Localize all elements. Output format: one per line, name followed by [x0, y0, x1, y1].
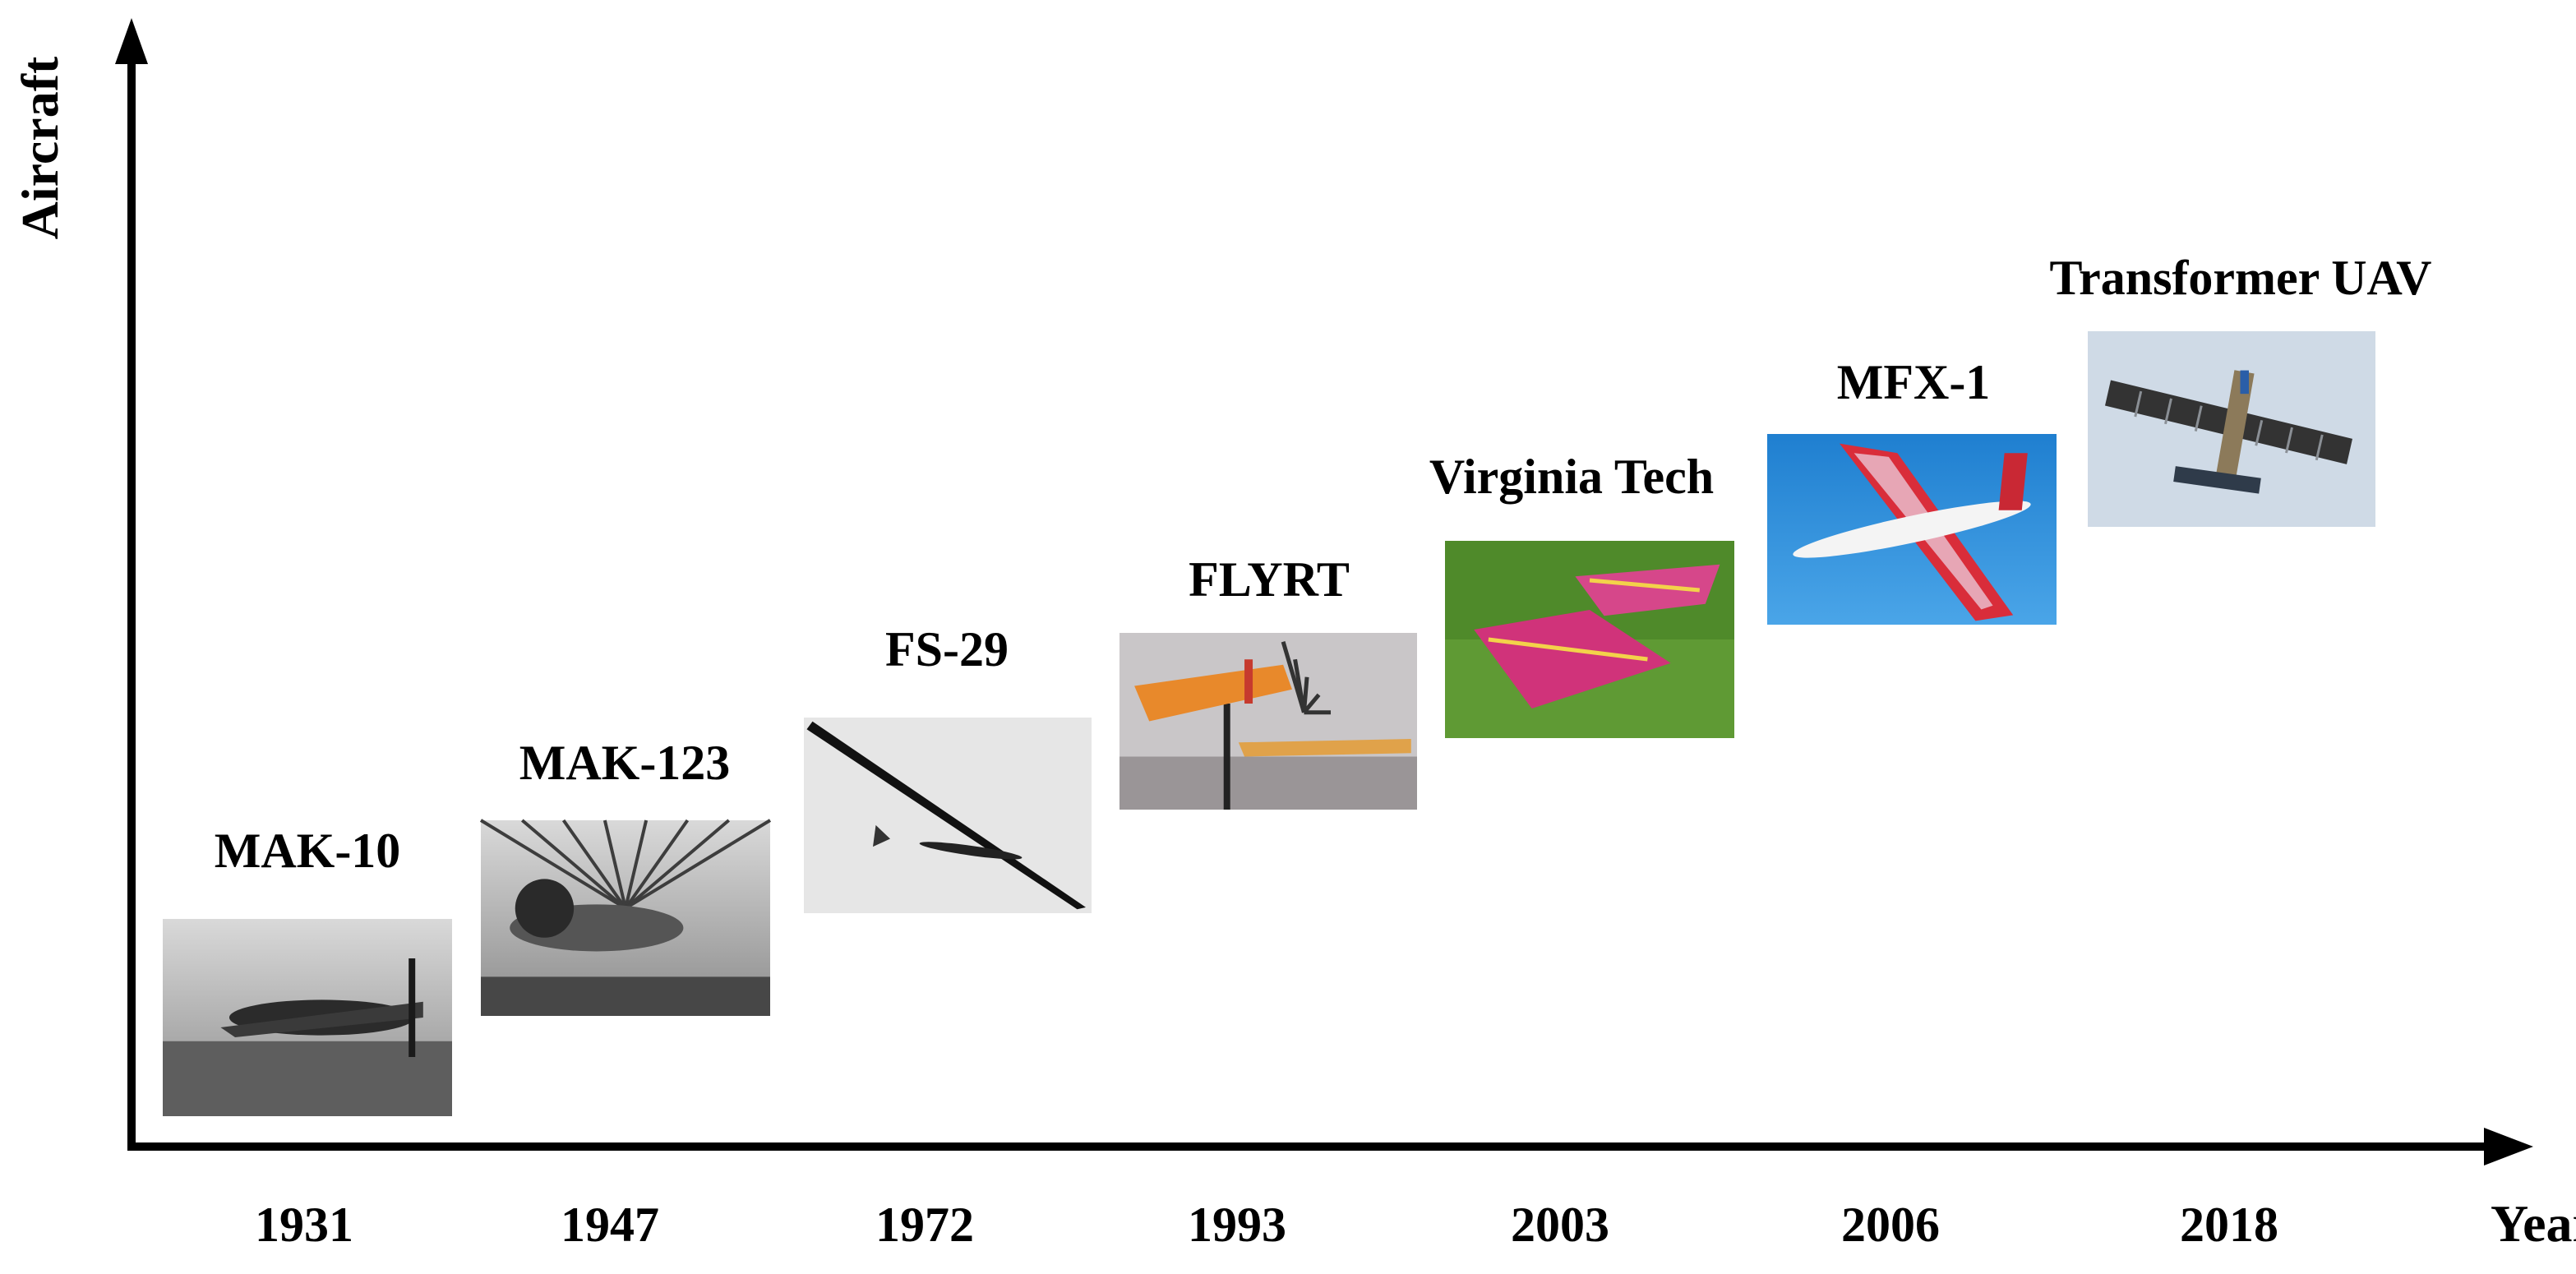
year-label-2006: 2006: [1841, 1198, 1940, 1252]
y-axis-arrowhead: [115, 18, 148, 64]
aircraft-name-label: MFX-1: [1837, 355, 1991, 409]
axes: Aircraft Year: [11, 18, 2576, 1253]
year-label-2003: 2003: [1511, 1198, 1609, 1252]
x-axis-arrowhead: [2484, 1128, 2533, 1166]
pink-delta-models-on-grass-photo-icon: [1445, 541, 1734, 738]
segmented-wing-uav-sky-photo-icon: [2088, 331, 2375, 527]
year-label-1931: 1931: [255, 1198, 353, 1252]
year-label-1947: 1947: [561, 1198, 659, 1252]
vintage-monoplane-bw-photo-icon: [163, 919, 452, 1116]
aircraft-name-label: FS-29: [885, 622, 1009, 676]
year-label-1993: 1993: [1188, 1198, 1286, 1252]
year-label-1972: 1972: [875, 1198, 974, 1252]
y-axis-label: Aircraft: [11, 56, 69, 239]
year-label-2018: 2018: [2180, 1198, 2278, 1252]
x-axis-label: Year: [2491, 1194, 2576, 1253]
orange-model-on-stand-photo-icon: [1119, 633, 1417, 810]
aircraft-photos: [163, 331, 2375, 1116]
aircraft-name-label: FLYRT: [1189, 552, 1350, 607]
hangar-aircraft-bw-photo-icon: [479, 819, 772, 1016]
aircraft-name-label: MAK-10: [215, 824, 401, 878]
aircraft-names: MAK-10 MAK-123 FS-29 FLYRT Virginia Tech MFX-…: [215, 251, 2432, 878]
aircraft-name-label: Transformer UAV: [2050, 251, 2432, 305]
aircraft-name-label: Virginia Tech: [1429, 450, 1714, 504]
aircraft-name-label: MAK-123: [519, 736, 731, 790]
glider-in-flight-bw-photo-icon: [804, 718, 1092, 913]
red-morphing-uav-sky-photo-icon: [1767, 434, 2057, 625]
year-ticks: 1931 1947 1972 1993 2003 2006 2018: [255, 1198, 2278, 1252]
